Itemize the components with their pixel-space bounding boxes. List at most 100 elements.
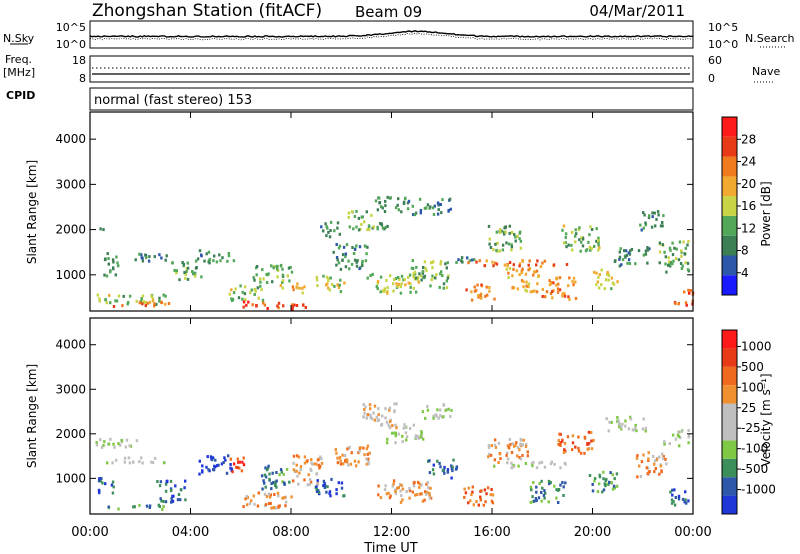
- data-cell: [171, 261, 174, 265]
- data-cell: [364, 405, 367, 409]
- data-cell: [315, 275, 318, 279]
- data-cell: [355, 209, 358, 213]
- data-cell: [401, 487, 405, 491]
- data-cell: [316, 284, 319, 288]
- data-cell: [598, 475, 602, 479]
- data-cell: [207, 468, 210, 472]
- data-cell: [232, 259, 236, 263]
- data-cell: [479, 293, 482, 297]
- data-cell: [681, 497, 685, 501]
- data-cell: [127, 456, 131, 460]
- data-cell: [527, 263, 530, 267]
- data-cell: [339, 462, 343, 466]
- data-cell: [253, 293, 256, 296]
- data-cell: [164, 302, 167, 306]
- data-cell: [575, 232, 578, 236]
- data-cell: [387, 491, 390, 495]
- data-cell: [595, 271, 598, 275]
- data-cell: [470, 493, 473, 497]
- data-cell: [610, 481, 613, 485]
- data-cell: [460, 259, 463, 263]
- data-cell: [535, 499, 538, 503]
- data-cell: [159, 497, 162, 501]
- data-cell: [162, 293, 165, 297]
- data-cell: [454, 467, 458, 471]
- power-panel: 1000 2000 3000 4000 Slant Range [km]: [25, 111, 695, 312]
- y-tick-label: 2000: [55, 427, 86, 441]
- data-cell: [283, 481, 286, 485]
- data-cell: [360, 223, 363, 226]
- data-cell: [588, 233, 591, 237]
- data-cell: [535, 290, 539, 294]
- data-cell: [585, 248, 589, 252]
- data-cell: [255, 273, 258, 277]
- data-cell: [301, 291, 304, 295]
- data-cell: [549, 292, 553, 296]
- data-cell: [581, 244, 585, 248]
- data-cell: [544, 295, 547, 299]
- data-cell: [527, 268, 530, 272]
- data-cell: [236, 457, 239, 461]
- data-cell: [526, 284, 530, 288]
- data-cell: [446, 470, 450, 474]
- data-cell: [602, 488, 606, 492]
- data-cell: [587, 240, 590, 244]
- data-cell: [592, 270, 596, 274]
- data-cell: [229, 463, 232, 466]
- data-cell: [658, 241, 662, 245]
- data-cell: [186, 266, 190, 270]
- data-cell: [591, 483, 594, 486]
- data-cell: [529, 485, 533, 489]
- data-cell: [672, 259, 675, 263]
- data-cell: [587, 447, 590, 451]
- data-cell: [242, 456, 245, 460]
- data-cell: [326, 485, 329, 489]
- data-cell: [392, 482, 395, 486]
- data-cell: [368, 451, 371, 455]
- data-cell: [548, 279, 551, 283]
- data-cell: [350, 262, 354, 266]
- data-cell: [167, 302, 171, 305]
- data-cell: [275, 479, 278, 483]
- data-cell: [526, 450, 529, 454]
- data-cell: [184, 272, 187, 276]
- data-cell: [669, 248, 672, 252]
- data-cell: [670, 501, 674, 505]
- data-cell: [436, 459, 439, 463]
- data-cell: [103, 440, 106, 444]
- data-cell: [658, 455, 661, 459]
- data-cell: [608, 480, 611, 484]
- colorbar-tick-label: 1000: [741, 339, 772, 353]
- data-cell: [432, 213, 436, 216]
- data-cell: [389, 420, 392, 423]
- data-cell: [347, 463, 350, 467]
- data-cell: [629, 417, 633, 421]
- data-cell: [414, 276, 418, 280]
- data-cell: [547, 480, 551, 483]
- data-cell: [589, 248, 592, 252]
- data-cell: [241, 297, 244, 301]
- data-cell: [388, 426, 392, 430]
- data-cell: [369, 415, 372, 419]
- data-cell: [333, 284, 336, 288]
- data-cell: [316, 483, 319, 487]
- data-cell: [556, 290, 560, 294]
- data-cell: [484, 294, 487, 298]
- data-cell: [562, 224, 566, 228]
- data-cell: [138, 252, 141, 256]
- data-cell: [209, 455, 213, 459]
- data-cell: [557, 488, 560, 492]
- data-cell: [513, 233, 516, 236]
- data-cell: [111, 491, 115, 495]
- data-cell: [494, 445, 498, 449]
- data-cell: [624, 255, 627, 259]
- data-cell: [643, 213, 646, 217]
- data-cell: [286, 274, 289, 278]
- data-cell: [535, 490, 538, 494]
- data-cell: [671, 262, 674, 266]
- data-cell: [493, 458, 497, 462]
- data-cell: [347, 259, 350, 263]
- data-cell: [374, 199, 378, 203]
- data-cell: [479, 498, 482, 502]
- data-cell: [296, 282, 299, 286]
